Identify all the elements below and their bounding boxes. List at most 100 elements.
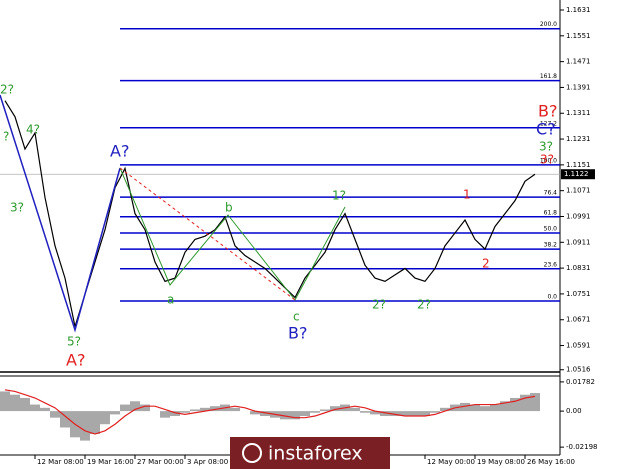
histogram-bar [520,394,530,412]
fib-ratio-label: 0.0 [547,294,557,301]
wave-label: A? [110,142,129,161]
y-tick-label: 1.1391 [566,83,591,91]
wave-label: 4? [26,123,40,137]
y-tick-label: 1.0671 [566,316,591,324]
watermark-icon [242,443,262,463]
histogram-bar [50,411,60,418]
histogram-bar [190,409,200,412]
histogram-bar [530,393,540,412]
histogram-bar [500,401,510,412]
y-tick-label: -0.02198 [566,443,597,451]
histogram-bar [260,411,270,417]
wave-label: 5? [67,335,81,349]
histogram-bar [210,406,220,412]
wave-label: 3? [540,153,554,167]
histogram-bar [30,404,40,412]
wave-label: 2? [372,298,386,312]
histogram-bar [250,411,260,415]
y-tick-label: 1.1631 [566,6,591,14]
histogram-bar [0,391,10,412]
fib-ratio-label: 38.2 [544,242,558,249]
wave-label: b [225,201,233,215]
fib-ratio-label: 76.4 [544,190,558,197]
histogram-bar [10,394,20,412]
wave-label: 2? [417,298,431,312]
y-tick-label: 1.1471 [566,58,591,66]
histogram-bar [290,411,300,420]
histogram-bar [20,397,30,412]
wave-label: ? [3,130,9,144]
fib-ratio-label: 50.0 [544,225,558,232]
histogram-bar [90,411,100,435]
wave-line [0,94,121,333]
fib-ratio-label: 161.8 [540,73,557,80]
histogram-bar [330,406,340,412]
last-price-box [561,169,595,180]
histogram-bar [80,411,90,441]
wave-line [119,167,346,301]
wave-label: C? [536,120,556,139]
histogram-bar [390,411,400,417]
signal-line [4,389,536,435]
wave-label: 1 [463,188,471,202]
watermark: instaforex [268,443,363,465]
histogram-bar [120,404,130,412]
y-tick-label: 1.0911 [566,238,591,246]
y-tick-label: 1.1231 [566,135,591,143]
histogram-bar [440,407,450,412]
wave-label: c [293,310,300,324]
wave-label: a [167,293,174,307]
y-tick-label: 0.01782 [566,378,595,386]
histogram-bar [230,407,240,412]
x-tick-label: 12 Mar 08:00 [37,458,84,466]
y-tick-label: 1.1071 [566,187,591,195]
x-tick-label: 19 Mar 16:00 [87,458,134,466]
histogram-bar [200,407,210,412]
histogram-bar [430,411,440,413]
y-tick-label: 0.00 [566,407,582,415]
wave-line [119,167,296,301]
wave-label: 2 [482,257,490,271]
y-tick-label: 1.1311 [566,109,591,117]
histogram-bar [470,404,480,412]
watermark-box [230,437,390,469]
price-line [4,100,536,327]
wave-label: B? [538,102,557,121]
fib-ratio-label: 127.2 [540,120,557,127]
histogram-bar [40,407,50,412]
x-tick-label: 3 Apr 08:00 [187,458,228,466]
histogram-bar [320,409,330,412]
histogram-bar [370,411,380,415]
x-tick-label: 19 May 08:00 [477,458,525,466]
fib-ratio-label: 61.8 [544,209,558,216]
histogram-bar [180,411,190,413]
fib-ratio-label: 100.0 [540,157,557,164]
y-tick-label: 1.0516 [566,366,591,374]
histogram-bar [410,411,420,417]
y-tick-label: 1.0751 [566,290,591,298]
histogram-bar [280,411,290,420]
annotations: 2? ? 4? 3? 5? A? A? b a c B? 1? 2? 2? 1 … [0,83,557,370]
y-tick-label: 1.0591 [566,342,591,350]
histogram-bar [60,411,70,428]
wave-label: B? [288,324,307,343]
histogram-bar [480,406,490,412]
x-tick-label: 12 May 00:00 [427,458,475,466]
last-price-label: 1.1122 [564,170,589,178]
histogram-bar [350,407,360,412]
x-tick-label: 27 Mar 00:00 [137,458,184,466]
histogram-bar [100,411,110,425]
y-tick-label: 1.0991 [566,212,591,220]
wave-label: 1? [332,189,346,203]
histogram-bar [110,411,120,415]
wave-label: 3? [10,201,24,215]
fib-ratio-label: 23.6 [544,261,558,268]
histogram-bar [300,411,310,417]
histogram-bar [170,411,180,417]
wave-label: A? [66,351,85,370]
histogram-bar [490,404,500,412]
y-tick-label: 1.1151 [566,161,591,169]
y-tick-label: 1.1551 [566,32,591,40]
histogram-bar [380,411,390,417]
wave-label: 2? [0,83,14,97]
